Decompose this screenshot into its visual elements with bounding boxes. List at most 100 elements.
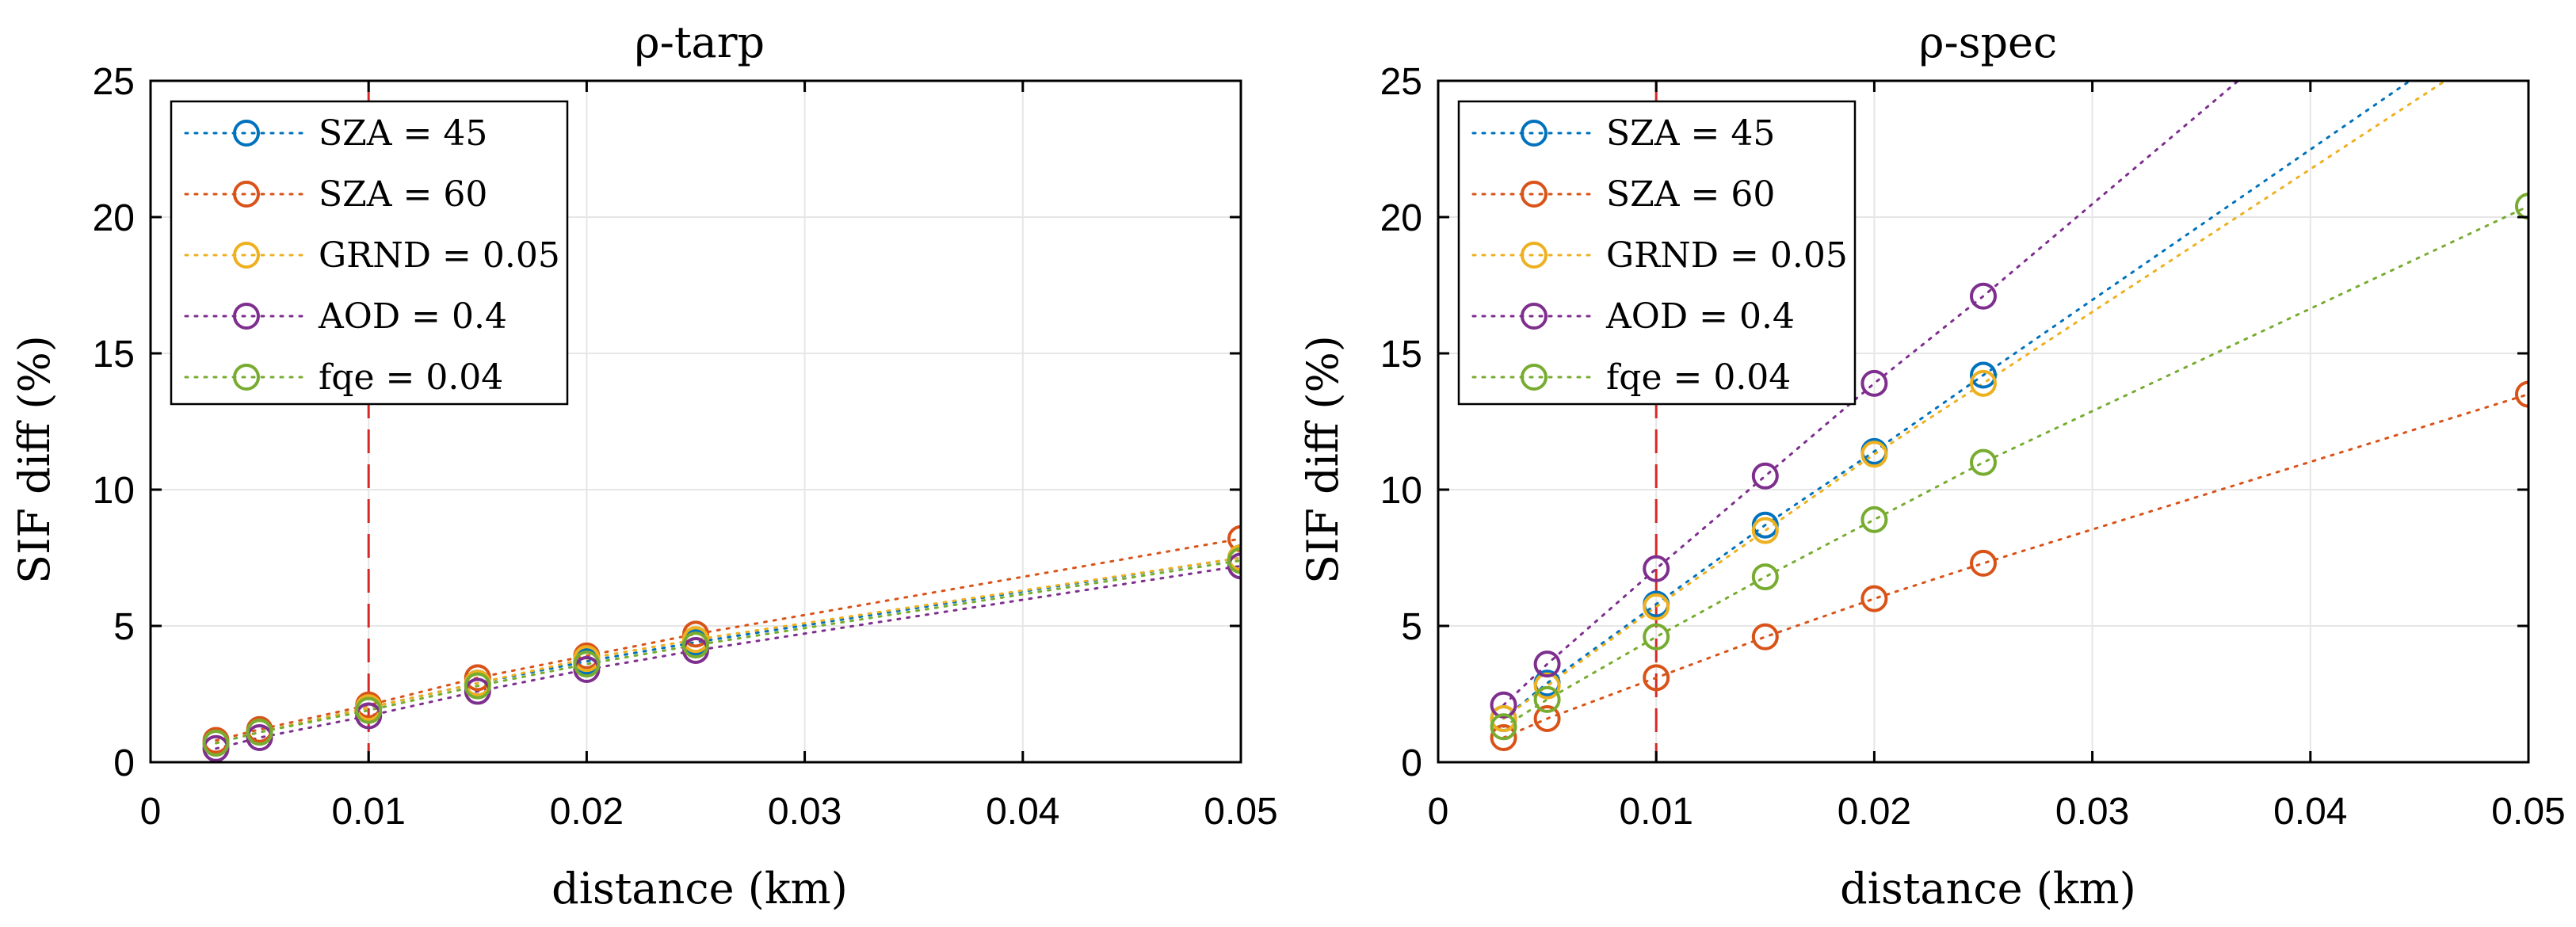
data-point: [1970, 549, 1997, 577]
series-line-1: [215, 537, 1241, 742]
data-point: [464, 672, 491, 700]
y-tick-label: 20: [93, 197, 135, 239]
axes-box: [1437, 79, 2530, 764]
y-tick-label: 0: [113, 742, 135, 784]
series-line-2: [215, 556, 1241, 745]
data-point: [1643, 664, 1670, 692]
data-point: [1490, 704, 1517, 732]
legend-item: fqe = 0.04: [1471, 357, 1791, 398]
data-point: [202, 729, 230, 757]
data-point: [1970, 361, 1997, 389]
data-point: [1860, 369, 1888, 397]
y-tick-label: 15: [1380, 334, 1422, 376]
legend-label: SZA = 60: [1606, 174, 1775, 215]
legend-item: AOD = 0.4: [184, 296, 507, 337]
x-tick-label: 0.05: [1204, 791, 1277, 833]
legend-label: SZA = 45: [1606, 113, 1775, 154]
y-tick-label: 5: [113, 606, 135, 648]
legend-marker: [1521, 242, 1548, 269]
legend-box: [1457, 100, 1857, 406]
data-point: [1227, 547, 1241, 574]
legend-item: SZA = 60: [184, 174, 487, 215]
data-point: [1227, 525, 1241, 552]
x-tick-label: 0: [140, 791, 162, 833]
legend-label: GRND = 0.05: [319, 235, 560, 276]
data-point: [682, 631, 709, 659]
data-point: [1860, 441, 1888, 468]
legend-item: SZA = 60: [1471, 174, 1775, 215]
data-point: [355, 696, 383, 724]
series-group: [202, 525, 1241, 762]
y-tick-label: 25: [1380, 61, 1422, 103]
x-tick-label: 0.05: [2491, 791, 2565, 833]
data-point: [1751, 517, 1779, 544]
y-tick-label: 10: [1380, 470, 1422, 512]
legend-item: GRND = 0.05: [1471, 235, 1848, 276]
chart-title: ρ-tarp: [635, 17, 765, 67]
data-point: [1533, 672, 1561, 700]
legend-marker: [1521, 120, 1548, 147]
legend: SZA = 45 SZA = 60 GRND = 0.05 AOD = 0.4 fqe …: [170, 100, 569, 406]
data-point: [246, 719, 273, 746]
x-tick-label: 0.03: [2055, 791, 2129, 833]
y-tick-label: 25: [93, 61, 135, 103]
y-tick-label: 20: [1380, 197, 1422, 239]
chart-title: ρ-spec: [1919, 17, 2057, 67]
chart-rho-tarp: ρ-tarp distance (km) SIF diff (%) 0 0.01 0…: [10, 17, 1278, 914]
legend-label: AOD = 0.4: [318, 296, 507, 337]
data-point: [1643, 623, 1670, 650]
series-line-4: [215, 559, 1241, 745]
data-point: [1533, 685, 1561, 713]
legend-item: SZA = 45: [1471, 113, 1775, 154]
x-tick-label: 0.02: [1838, 791, 1911, 833]
legend-label: fqe = 0.04: [319, 357, 503, 398]
data-point: [1490, 724, 1517, 752]
data-point: [1643, 555, 1670, 582]
data-point: [2517, 14, 2540, 38]
x-tick-label: 0.04: [2273, 791, 2347, 833]
series-line-1: [1502, 393, 2528, 739]
data-point: [1490, 691, 1517, 719]
data-point: [1751, 563, 1779, 591]
series-line-0: [1502, 81, 2413, 720]
data-point: [1533, 650, 1561, 678]
data-point: [2517, 0, 2540, 11]
series-line-2: [1502, 81, 2448, 720]
legend-item: AOD = 0.4: [1471, 296, 1795, 337]
data-point: [1860, 505, 1888, 533]
x-tick-label: 0.03: [768, 791, 841, 833]
legend-label: SZA = 60: [319, 174, 487, 215]
series-line-3: [215, 564, 1241, 750]
data-point: [1751, 623, 1779, 650]
legend-item: GRND = 0.05: [184, 235, 560, 276]
x-tick-label: 0: [1428, 791, 1449, 833]
legend-item: fqe = 0.04: [184, 357, 503, 398]
legend-marker: [1521, 181, 1548, 208]
legend-marker: [233, 120, 260, 147]
data-point: [1970, 282, 1997, 310]
data-point: [2515, 380, 2528, 408]
data-point: [1860, 585, 1888, 612]
legend-marker: [233, 364, 260, 391]
y-axis-label: SIF diff (%): [10, 335, 59, 584]
legend-marker: [1521, 303, 1548, 330]
data-point: [1643, 593, 1670, 620]
x-tick-label: 0.01: [331, 791, 405, 833]
data-point: [1970, 369, 1997, 397]
y-axis-label: SIF diff (%): [1298, 335, 1348, 584]
axes-box: [149, 79, 1242, 764]
legend-marker: [233, 303, 260, 330]
series-group: [1490, 0, 2540, 752]
data-point: [573, 650, 601, 678]
data-point: [2515, 193, 2528, 220]
legend-label: AOD = 0.4: [1605, 296, 1795, 337]
legend-marker: [233, 242, 260, 269]
x-axis-label: distance (km): [551, 864, 848, 914]
chart-rho-spec: ρ-spec distance (km) SIF diff (%) 0 0.01 0…: [1298, 0, 2566, 914]
data-point: [1490, 713, 1517, 741]
legend-box: [170, 100, 569, 406]
legend-marker: [233, 181, 260, 208]
legend-label: GRND = 0.05: [1606, 235, 1848, 276]
legend-item: SZA = 45: [184, 113, 487, 154]
data-point: [1751, 462, 1779, 490]
